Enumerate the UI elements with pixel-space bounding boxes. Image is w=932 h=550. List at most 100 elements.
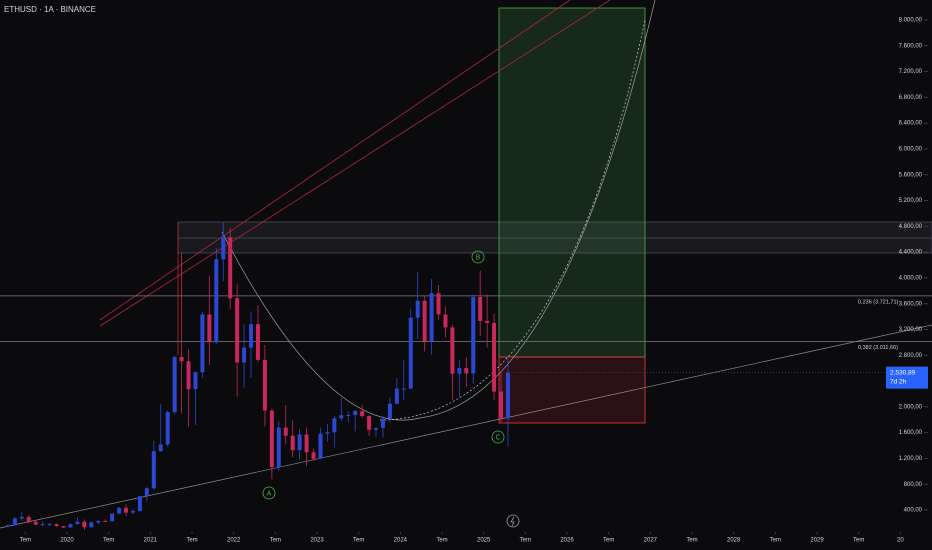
candle-body: [290, 435, 295, 451]
candle-body: [61, 526, 66, 528]
candle-body: [33, 521, 38, 525]
candle-body: [54, 524, 59, 527]
x-tick-label: Tem: [103, 538, 114, 544]
candle-body: [110, 513, 115, 522]
candle-body: [450, 327, 455, 374]
candle-body: [130, 510, 135, 513]
stop-box: [498, 356, 646, 424]
price-tag-label: 2.530,89: [890, 369, 916, 376]
y-tick-label: 7.600,00: [899, 43, 923, 49]
drawings: [0, 0, 932, 529]
wave-label: A: [267, 490, 272, 497]
candle-body: [172, 357, 177, 413]
y-tick-label: 6.800,00: [899, 95, 923, 101]
candle-body: [200, 314, 205, 373]
candle-body: [151, 451, 156, 489]
lightning-glyph: [510, 516, 515, 527]
candle-body: [5, 525, 10, 527]
candle-body: [207, 314, 212, 343]
trend-line: [99, 0, 611, 327]
candle-body: [137, 496, 142, 511]
candle-body: [332, 418, 337, 433]
candle-body: [422, 300, 427, 342]
candle-body: [443, 314, 448, 328]
fib-label: 0,236 (3.721,71): [858, 299, 899, 305]
candle-body: [374, 428, 379, 430]
candle-body: [193, 372, 198, 390]
candle-body: [249, 324, 254, 348]
arc: [379, 19, 646, 421]
arc: [221, 0, 656, 421]
y-tick-label: 800,00: [904, 482, 923, 488]
x-tick-label: 2029: [810, 538, 824, 544]
candle-body: [255, 324, 260, 360]
y-tick-label: 3.200,00: [899, 327, 923, 333]
x-tick-label: Tem: [686, 538, 697, 544]
x-tick-label: 2025: [477, 538, 491, 544]
candle-body: [82, 521, 87, 528]
candle-body: [283, 427, 288, 436]
y-tick-label: 1.200,00: [899, 456, 923, 462]
candle-body: [103, 520, 108, 522]
x-tick-label: 2026: [560, 538, 574, 544]
candle-body: [380, 418, 385, 429]
candle-body: [124, 507, 129, 513]
fib-label: 0,382 (3.011,66): [858, 345, 898, 351]
candle-body: [179, 357, 184, 362]
x-tick-label: Tem: [603, 538, 614, 544]
x-tick-label: 20: [897, 538, 904, 544]
candle-body: [318, 433, 323, 459]
y-tick-label: 8.000,00: [899, 18, 923, 24]
candle-body: [415, 300, 420, 318]
candle-body: [235, 298, 240, 363]
y-tick-label: 4.400,00: [899, 250, 923, 256]
candle-body: [304, 434, 309, 453]
candle-body: [297, 434, 302, 451]
candle-body: [214, 259, 219, 343]
wave-marker: [471, 250, 485, 264]
x-tick-label: Tem: [436, 538, 447, 544]
candle-body: [339, 415, 344, 419]
candle-body: [311, 452, 316, 459]
wave-marker: [491, 430, 505, 444]
wave-marker: [262, 486, 276, 500]
candle-body: [387, 403, 392, 419]
candle-body: [499, 391, 504, 419]
candle-body: [457, 368, 462, 374]
lightning-icon[interactable]: [506, 514, 520, 528]
countdown: 7d 2h: [890, 378, 907, 385]
trend-line: [99, 0, 571, 321]
x-tick-label: 2024: [394, 538, 408, 544]
y-tick-label: 3.600,00: [899, 301, 923, 307]
x-tick-label: 2022: [227, 538, 241, 544]
x-tick-label: Tem: [520, 538, 531, 544]
candle-body: [394, 388, 399, 404]
y-tick-label: 7.200,00: [899, 69, 923, 75]
x-tick-label: Tem: [353, 538, 364, 544]
candle-body: [68, 524, 73, 528]
candle-body: [269, 410, 274, 468]
candle-body: [158, 444, 163, 452]
x-tick-label: 2027: [644, 538, 658, 544]
candle-body: [47, 524, 52, 526]
candle-body: [117, 507, 122, 514]
chart-title: ETHUSD · 1A · BINANCE: [4, 5, 96, 14]
candle-body: [75, 521, 80, 525]
y-tick-label: 6.000,00: [899, 147, 923, 153]
candle-body: [96, 520, 101, 523]
y-tick-label: 6.400,00: [899, 121, 923, 127]
candle-body: [165, 412, 170, 445]
price-tag: [886, 366, 928, 389]
target-box: [498, 7, 646, 358]
x-tick-label: Tem: [853, 538, 864, 544]
candle-body: [346, 414, 351, 416]
wave-label: C: [495, 434, 500, 441]
y-tick-label: 4.800,00: [899, 224, 923, 230]
candle-body: [325, 432, 330, 434]
candle-body: [26, 517, 31, 522]
candle-body: [485, 320, 490, 324]
candle-body: [276, 427, 281, 468]
y-tick-label: 2.800,00: [899, 353, 923, 359]
y-tick-label: 1.600,00: [899, 430, 923, 436]
